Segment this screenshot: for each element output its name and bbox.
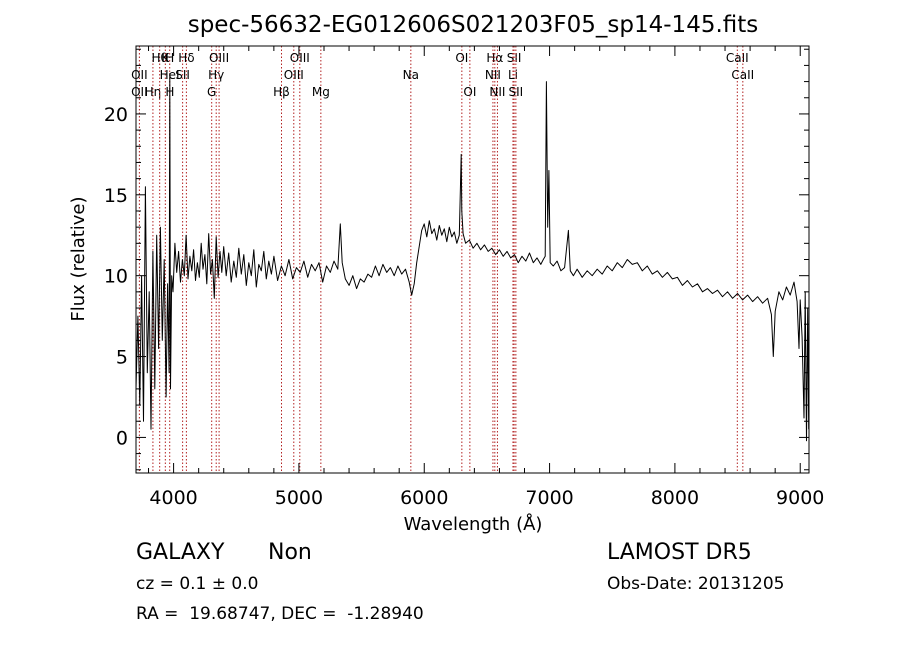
line-label: OII — [131, 85, 148, 99]
line-label: Hβ — [273, 85, 290, 99]
spectrum-series — [135, 73, 810, 442]
line-label: OIII — [209, 51, 229, 65]
line-label: Hθ — [151, 51, 167, 65]
axis-ticks: 4000 5000 6000 7000 8000 9000 0 5 10 15 20 — [104, 46, 824, 509]
plot-frame — [135, 45, 810, 474]
y-tick-label: 15 — [104, 185, 128, 207]
line-label: OIII — [284, 68, 304, 82]
line-label: K — [161, 51, 170, 65]
x-tick-label: 4000 — [149, 487, 197, 509]
object-class: GALAXY — [136, 540, 225, 565]
line-label: CaII — [726, 51, 749, 65]
y-tick-label: 0 — [116, 427, 128, 449]
line-label: Li — [508, 68, 518, 82]
observation-date: Obs-Date: 20131205 — [607, 574, 785, 594]
y-tick-label: 10 — [104, 266, 128, 288]
redshift-cz: cz = 0.1 ± 0.0 — [136, 574, 259, 594]
x-tick-label: 7000 — [525, 487, 573, 509]
line-label: OII — [131, 68, 148, 82]
line-label: SII — [507, 51, 522, 65]
chart-title: spec-56632-EG012606S021203F05_sp14-145.f… — [188, 12, 759, 38]
line-label: SII — [509, 85, 524, 99]
line-label: NII — [489, 85, 505, 99]
ra-dec-coordinates: RA = 19.68747, DEC = -1.28940 — [136, 604, 424, 624]
line-label: OI — [463, 85, 476, 99]
x-tick-label: 5000 — [275, 487, 323, 509]
line-label: G — [207, 85, 216, 99]
object-subclass: Non — [268, 540, 312, 565]
x-axis-label: Wavelength (Å) — [404, 513, 543, 535]
y-axis-label: Flux (relative) — [68, 196, 89, 321]
line-label: SII — [175, 68, 190, 82]
line-label: CaII — [731, 68, 754, 82]
line-label: Hγ — [208, 68, 224, 82]
x-tick-label: 6000 — [400, 487, 448, 509]
line-label: Hδ — [178, 51, 194, 65]
line-label: OIII — [290, 51, 310, 65]
line-label: OI — [455, 51, 468, 65]
x-tick-label: 9000 — [776, 487, 824, 509]
x-tick-label: 8000 — [651, 487, 699, 509]
spectrum-line-0 — [135, 73, 810, 442]
line-label: Hη — [145, 85, 162, 99]
line-label: Na — [403, 68, 419, 82]
line-label: Mg — [312, 85, 330, 99]
survey-name: LAMOST DR5 — [607, 540, 752, 565]
line-label: Hα — [486, 51, 503, 65]
line-label: H — [165, 51, 174, 65]
y-tick-label: 5 — [116, 347, 128, 369]
line-label: NII — [485, 68, 501, 82]
y-tick-label: 20 — [104, 104, 128, 126]
